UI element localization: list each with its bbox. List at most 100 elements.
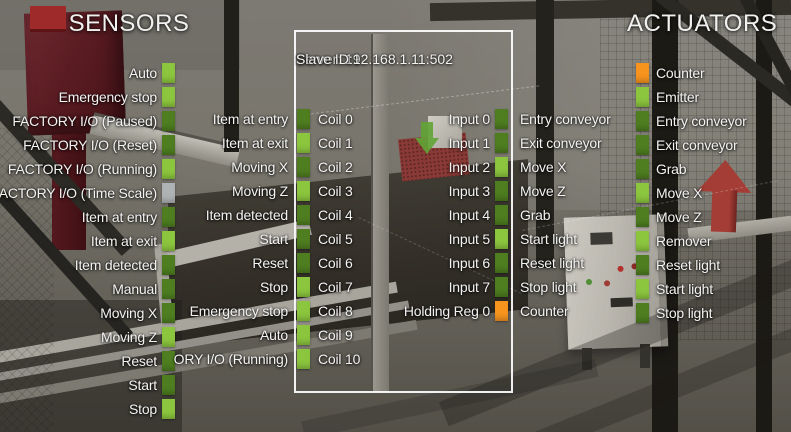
actuator-state-indicator[interactable]	[636, 231, 649, 251]
sensor-state-indicator[interactable]	[162, 375, 175, 395]
coil-row[interactable]: Emergency stop Coil 8	[190, 299, 390, 323]
actuator-row[interactable]: Emitter	[636, 85, 791, 109]
sensor-row[interactable]: FACTORY I/O (Paused)	[0, 109, 176, 133]
coil-row[interactable]: Stop Coil 7	[190, 275, 390, 299]
actuator-row[interactable]: Move X	[636, 181, 791, 205]
sensor-state-indicator[interactable]	[162, 327, 175, 347]
sensor-state-indicator[interactable]	[162, 159, 175, 179]
input-row[interactable]: Input 5 Start light	[420, 227, 620, 251]
input-row[interactable]: Input 2 Move X	[420, 155, 620, 179]
actuator-row[interactable]: Grab	[636, 157, 791, 181]
coil-row[interactable]: Item at exit Coil 1	[190, 131, 390, 155]
actuator-row[interactable]: Move Z	[636, 205, 791, 229]
input-state-indicator[interactable]	[495, 109, 508, 129]
coil-state-indicator[interactable]	[297, 229, 310, 249]
actuator-state-indicator[interactable]	[636, 135, 649, 155]
sensor-state-indicator[interactable]	[162, 255, 175, 275]
input-state-indicator[interactable]	[495, 133, 508, 153]
input-state-indicator[interactable]	[495, 229, 508, 249]
actuator-row[interactable]: Start light	[636, 277, 791, 301]
coil-state-indicator[interactable]	[297, 205, 310, 225]
sensor-state-indicator[interactable]	[162, 303, 175, 323]
coil-state-indicator[interactable]	[297, 157, 310, 177]
coil-row[interactable]: Moving Z Coil 3	[190, 179, 390, 203]
actuator-row[interactable]: Entry conveyor	[636, 109, 791, 133]
sensor-state-indicator[interactable]	[162, 207, 175, 227]
actuator-row[interactable]: Counter	[636, 61, 791, 85]
input-row[interactable]: Input 7 Stop light	[420, 275, 620, 299]
coil-state-indicator[interactable]	[297, 181, 310, 201]
sensor-row[interactable]: Stop	[0, 397, 176, 421]
actuator-state-indicator[interactable]	[636, 255, 649, 275]
input-row[interactable]: Input 4 Grab	[420, 203, 620, 227]
input-state-indicator[interactable]	[495, 157, 508, 177]
sensor-row[interactable]: FACTORY I/O (Time Scale)	[0, 181, 176, 205]
actuator-state-indicator[interactable]	[636, 303, 649, 323]
coil-state-indicator[interactable]	[297, 253, 310, 273]
actuator-row[interactable]: Remover	[636, 229, 791, 253]
fence-post	[371, 34, 389, 392]
sensor-state-indicator[interactable]	[162, 399, 175, 419]
sensor-row[interactable]: FACTORY I/O (Running)	[0, 157, 176, 181]
coil-row[interactable]: Moving X Coil 2	[190, 155, 390, 179]
sensor-label: Stop	[129, 401, 157, 417]
coil-row[interactable]: Item at entry Coil 0	[190, 107, 390, 131]
coil-label: Coil 4	[318, 207, 353, 223]
sensor-state-indicator[interactable]	[162, 135, 175, 155]
sensor-state-indicator[interactable]	[162, 183, 175, 203]
coil-state-indicator[interactable]	[297, 133, 310, 153]
input-label: Input 6	[448, 255, 491, 271]
sensor-row[interactable]: Start	[0, 373, 176, 397]
input-row[interactable]: Holding Reg 0 Counter	[404, 299, 620, 323]
coil-label: Coil 0	[318, 111, 353, 127]
sensor-row[interactable]: Item detected	[0, 253, 176, 277]
sensor-state-indicator[interactable]	[162, 231, 175, 251]
actuator-state-indicator[interactable]	[636, 207, 649, 227]
actuator-state-indicator[interactable]	[636, 87, 649, 107]
coil-row[interactable]: Reset Coil 6	[190, 251, 390, 275]
actuator-state-indicator[interactable]	[636, 183, 649, 203]
sensor-row[interactable]: Reset	[0, 349, 176, 373]
actuator-row[interactable]: Exit conveyor	[636, 133, 791, 157]
input-state-indicator[interactable]	[495, 253, 508, 273]
actuator-row[interactable]: Reset light	[636, 253, 791, 277]
input-state-indicator[interactable]	[495, 301, 508, 321]
coil-row[interactable]: Item detected Coil 4	[190, 203, 390, 227]
coil-state-indicator[interactable]	[297, 349, 310, 369]
coil-state-indicator[interactable]	[297, 325, 310, 345]
sensor-state-indicator[interactable]	[162, 111, 175, 131]
sensor-row[interactable]: Emergency stop	[0, 85, 176, 109]
input-label: Input 0	[448, 111, 491, 127]
actuator-row[interactable]: Stop light	[636, 301, 791, 325]
sensor-row[interactable]: Manual	[0, 277, 176, 301]
sensor-row[interactable]: Moving X	[0, 301, 176, 325]
input-row[interactable]: Input 1 Exit conveyor	[420, 131, 620, 155]
coil-state-indicator[interactable]	[297, 109, 310, 129]
coil-state-indicator[interactable]	[297, 301, 310, 321]
input-state-indicator[interactable]	[495, 205, 508, 225]
sensor-row[interactable]: Item at entry	[0, 205, 176, 229]
actuator-state-indicator[interactable]	[636, 111, 649, 131]
coil-row[interactable]: ORY I/O (Running) Coil 10	[174, 347, 390, 371]
coil-row[interactable]: Auto Coil 9	[190, 323, 390, 347]
input-label: Input 5	[448, 231, 491, 247]
input-row[interactable]: Input 6 Reset light	[420, 251, 620, 275]
sensor-row[interactable]: Item at exit	[0, 229, 176, 253]
sensor-state-indicator[interactable]	[162, 351, 175, 371]
sensor-row[interactable]: FACTORY I/O (Reset)	[0, 133, 176, 157]
sensor-row[interactable]: Auto	[0, 61, 176, 85]
input-actuator-label: Reset light	[520, 255, 584, 271]
input-row[interactable]: Input 3 Move Z	[420, 179, 620, 203]
input-state-indicator[interactable]	[495, 277, 508, 297]
coil-state-indicator[interactable]	[297, 277, 310, 297]
sensor-state-indicator[interactable]	[162, 279, 175, 299]
input-state-indicator[interactable]	[495, 181, 508, 201]
sensor-state-indicator[interactable]	[162, 87, 175, 107]
actuator-state-indicator[interactable]	[636, 159, 649, 179]
sensor-state-indicator[interactable]	[162, 63, 175, 83]
coil-row[interactable]: Start Coil 5	[190, 227, 390, 251]
input-row[interactable]: Input 0 Entry conveyor	[420, 107, 620, 131]
sensor-row[interactable]: Moving Z	[0, 325, 176, 349]
actuator-state-indicator[interactable]	[636, 63, 649, 83]
actuator-state-indicator[interactable]	[636, 279, 649, 299]
